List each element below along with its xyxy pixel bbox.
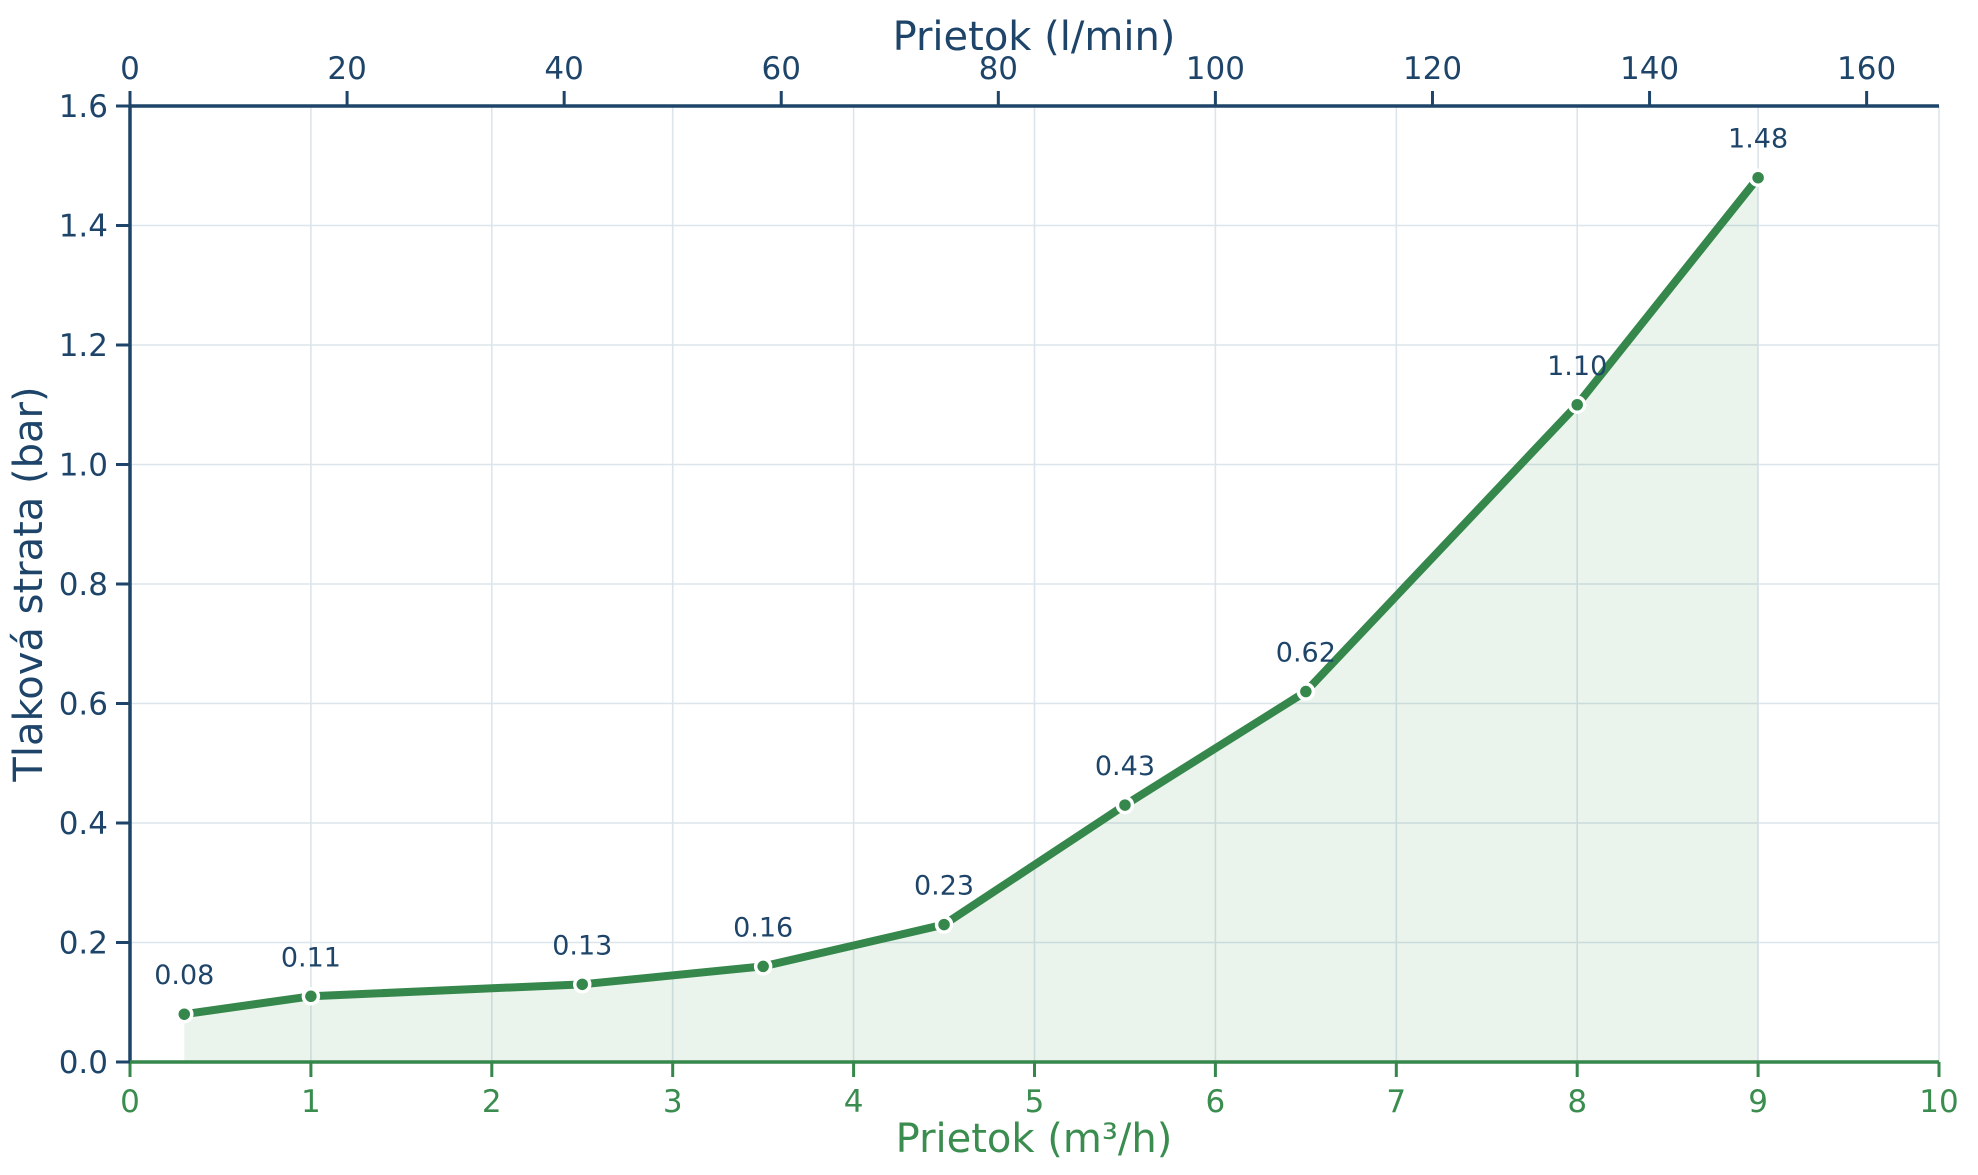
bottom-tick-label: 10 (1919, 1084, 1958, 1120)
left-axis-title: Tlaková strata (bar) (6, 386, 52, 782)
data-point-label: 0.23 (914, 871, 974, 902)
data-point-marker (1115, 795, 1135, 815)
left-tick-label: 1.6 (59, 89, 108, 125)
bottom-tick-label: 3 (663, 1084, 683, 1120)
left-tick-label: 0.0 (59, 1045, 108, 1081)
left-tick-label: 1.0 (59, 448, 108, 484)
data-point-marker (934, 915, 954, 934)
data-point-label: 0.62 (1276, 638, 1336, 669)
top-tick-label: 20 (327, 51, 366, 87)
data-point-label: 0.43 (1095, 751, 1155, 782)
top-tick-label: 140 (1620, 51, 1679, 87)
data-point-marker (1567, 395, 1587, 414)
left-tick-label: 0.4 (59, 806, 108, 842)
data-point-label: 0.13 (552, 930, 612, 961)
bottom-tick-label: 7 (1386, 1084, 1406, 1120)
left-tick-label: 0.6 (59, 687, 108, 723)
data-point-label: 0.08 (154, 960, 214, 991)
top-tick-label: 0 (120, 51, 140, 87)
data-point-label: 1.48 (1728, 124, 1788, 155)
line-series (175, 168, 1768, 1024)
top-tick-label: 120 (1403, 51, 1462, 87)
bottom-tick-label: 8 (1567, 1084, 1587, 1120)
data-point-marker (1748, 168, 1768, 187)
top-tick-label: 160 (1837, 51, 1896, 87)
left-tick-label: 0.2 (59, 926, 108, 962)
data-point-marker (175, 1004, 194, 1024)
left-tick-label: 1.2 (59, 328, 108, 364)
data-point-marker (301, 987, 321, 1006)
area-fill (184, 177, 1759, 1062)
data-point-marker (753, 957, 773, 976)
top-axis-title: Prietok (l/min) (893, 14, 1176, 60)
bottom-tick-label: 9 (1748, 1084, 1768, 1120)
top-tick-label: 80 (979, 51, 1018, 87)
bottom-tick-label: 2 (482, 1084, 502, 1120)
axis-tick-labels: 0 1 2 3 4 5 6 7 8 9 100 20 40 60 80 100 120 140 1600.00.20… (59, 51, 1959, 1120)
left-tick-label: 0.8 (59, 567, 108, 603)
axis-tick-marks (116, 91, 1941, 1077)
data-point-marker (1296, 682, 1316, 701)
data-point-label: 0.11 (281, 942, 341, 973)
top-tick-label: 40 (544, 51, 583, 87)
data-point-label: 0.16 (733, 912, 793, 943)
bottom-tick-label: 1 (301, 1084, 321, 1120)
left-tick-label: 1.4 (59, 209, 108, 245)
data-point-marker (573, 975, 592, 994)
bottom-tick-label: 0 (120, 1084, 140, 1120)
bottom-tick-label: 5 (1025, 1084, 1045, 1120)
data-point-label: 1.10 (1547, 351, 1607, 382)
series-area (184, 177, 1759, 1062)
bottom-tick-label: 6 (1206, 1084, 1226, 1120)
data-point-labels: 0.08 0.11 0.13 0.16 0.23 0.43 0.62 1.10 1.48 (154, 124, 1788, 992)
top-tick-label: 100 (1186, 51, 1245, 87)
bottom-axis-title: Prietok (m³/h) (896, 1116, 1173, 1162)
top-tick-label: 60 (762, 51, 801, 87)
bottom-tick-label: 4 (844, 1084, 864, 1120)
